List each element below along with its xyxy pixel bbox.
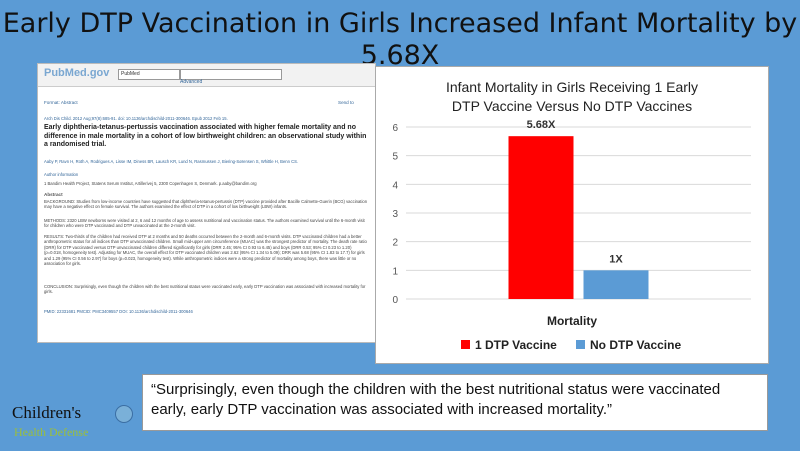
y-tick-label: 0 (392, 295, 398, 306)
logo-text-line1: Children's (12, 403, 82, 422)
y-tick-label: 5 (392, 152, 398, 163)
pubmed-logo[interactable]: PubMed.gov (44, 67, 109, 79)
bar-one-dtp-vaccine (508, 136, 574, 299)
page-title: Early DTP Vaccination in Girls Increased… (0, 8, 800, 72)
page-title-line1: Early DTP Vaccination in Girls Increased… (2, 8, 798, 39)
quote-line2: early, early DTP vaccination was associa… (151, 401, 613, 418)
authors[interactable]: Aaby P, Ravn H, Roth A, Rodrigues A, Lis… (44, 159, 299, 164)
pubmed-logo-text: PubMed (44, 67, 87, 79)
advanced-link[interactable]: Advanced (180, 79, 203, 85)
childrens-health-defense-logo: Children's Health Defense (12, 403, 133, 443)
abstract-methods: METHODS: 2320 LBW newborns were visited … (44, 218, 365, 229)
x-axis-label: Mortality (547, 314, 597, 328)
send-to-link[interactable]: Send to (338, 100, 354, 105)
format-label[interactable]: Format: Abstract (44, 100, 78, 105)
bar-no-dtp-vaccine (583, 270, 649, 299)
database-select[interactable]: PubMed (118, 69, 180, 80)
affiliation: 1 Bandim Health Project, Statens Serum I… (44, 181, 257, 186)
pubmed-abstract-panel: PubMed.gov PubMed Advanced Format: Abstr… (37, 63, 376, 343)
chart-title-line1: Infant Mortality in Girls Receiving 1 Ea… (446, 79, 698, 95)
y-tick-label: 2 (392, 238, 398, 249)
y-tick-label: 6 (392, 123, 398, 134)
legend-swatch (576, 340, 585, 349)
chart-title-line2: DTP Vaccine Versus No DTP Vaccines (452, 98, 692, 114)
article-ids[interactable]: PMID: 22331681 PMCID: PMC3409557 DOI: 10… (44, 309, 193, 314)
y-tick-label: 4 (392, 180, 398, 191)
y-tick-label: 1 (392, 266, 398, 277)
legend-label: 1 DTP Vaccine (475, 338, 557, 352)
globe-hands-icon (115, 405, 133, 423)
bar-chart: Infant Mortality in Girls Receiving 1 Ea… (392, 79, 751, 352)
bar-data-label: 1X (609, 253, 623, 265)
y-tick-label: 3 (392, 209, 398, 220)
logo-text-line2: Health Defense (14, 425, 89, 439)
pubmed-logo-suffix: .gov (86, 67, 110, 79)
legend-label: No DTP Vaccine (590, 338, 681, 352)
abstract-results: RESULTS: Two-thirds of the children had … (44, 234, 367, 267)
abstract-background: BACKGROUND: Studies from low-income coun… (44, 199, 368, 210)
pubmed-header: PubMed.gov PubMed Advanced (38, 64, 375, 87)
citation: Arch Dis Child. 2012 Aug;97(8):685-91. d… (44, 116, 228, 121)
abstract-conclusion: CONCLUSION: Surprisingly, even though th… (44, 284, 366, 295)
bar-data-label: 5.68X (527, 119, 556, 131)
search-input[interactable] (180, 69, 282, 80)
bar-chart-panel: Infant Mortality in Girls Receiving 1 Ea… (375, 66, 769, 364)
abstract-heading: Abstract (44, 192, 63, 197)
author-info-link[interactable]: Author information (44, 172, 79, 177)
quote-box: “Surprisingly, even though the children … (142, 374, 768, 431)
legend-swatch (461, 340, 470, 349)
article-title: Early diphtheria-tetanus-pertussis vacci… (44, 124, 367, 148)
quote-line1: “Surprisingly, even though the children … (151, 381, 721, 398)
